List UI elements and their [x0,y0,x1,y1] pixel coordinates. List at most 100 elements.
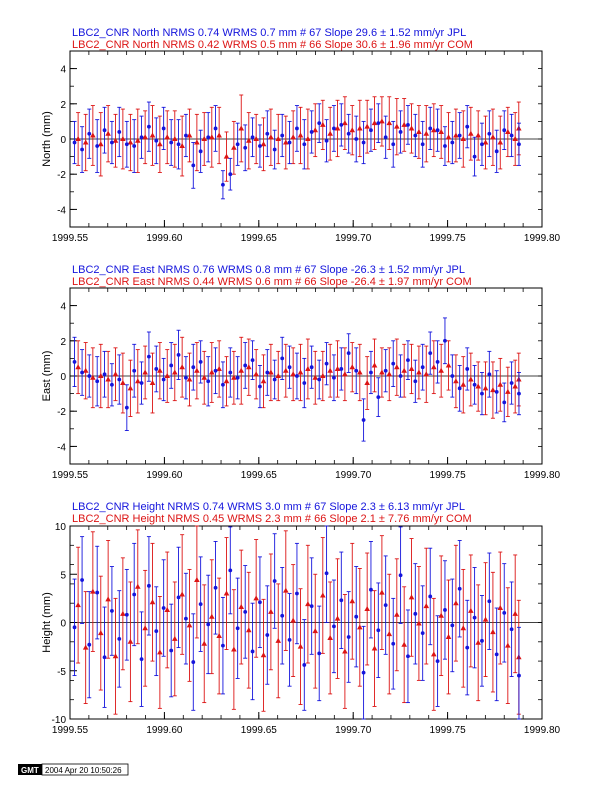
height-y-tick-label: -10 [52,715,67,726]
north-com-point [297,132,304,138]
north-jpl-point [391,142,396,147]
north-y-axis-label: North (mm) [41,111,53,167]
north-com-point [497,139,504,145]
north-jpl-point [139,135,144,140]
height-com-point [490,629,496,635]
east-com-point [179,364,185,370]
north-jpl-point [235,142,240,147]
height-com-point [105,596,111,602]
height-jpl-point [317,651,322,656]
height-jpl-point [339,598,344,603]
east-jpl-point [198,360,203,364]
east-com-point [253,371,259,377]
north-com-point [312,127,319,133]
height-com-point [394,611,400,617]
height-com-point [408,594,415,600]
east-jpl-point [413,379,418,384]
north-jpl-point [509,133,514,138]
north-x-tick-label: 1999.55 [52,233,89,244]
height-jpl-point [413,611,418,616]
height-jpl-point [191,660,196,664]
height-com-point [171,635,178,641]
east-jpl-point [176,352,181,357]
east-com-point [97,373,104,378]
north-y-tick-label: 0 [60,135,66,146]
east-jpl-point [235,375,240,380]
north-com-point [490,134,496,140]
height-jpl-point [95,590,100,595]
height-jpl-point [132,592,137,597]
east-com-point [379,369,385,375]
east-jpl-point [117,377,122,382]
north-jpl-point [502,128,507,133]
height-jpl-point [272,579,277,583]
north-com-point [416,128,422,134]
east-jpl-point [139,381,144,385]
height-com-point [112,653,119,659]
north-x-tick-label: 1999.65 [241,233,278,244]
height-com-point [179,591,185,597]
north-com-point [245,137,252,143]
east-com-point [260,378,267,384]
east-jpl-point [391,361,396,366]
height-jpl-point [480,638,484,643]
north-jpl-point [102,128,107,133]
east-jpl-point [154,367,159,371]
north-jpl-point [258,144,262,148]
north-com-point [512,136,518,141]
east-com-point [431,364,437,370]
north-jpl-point [443,144,447,148]
east-title-jpl: LBC2_CNR East NRMS 0.76 WRMS 0.8 mm # 67… [72,264,465,276]
north-jpl-point [287,140,292,145]
east-com-point [468,376,474,382]
height-jpl-point [472,615,477,620]
east-y-tick-label: 4 [60,302,66,313]
east-jpl-point [465,367,470,371]
height-com-point [497,605,504,611]
east-jpl-point [87,374,92,378]
east-x-tick-label: 1999.70 [335,470,372,481]
height-com-point [505,642,511,648]
height-jpl-point [184,616,188,621]
north-com-point [431,127,437,133]
east-com-point [216,365,222,371]
north-com-point [134,137,141,143]
east-panel: LBC2_CNR East NRMS 0.76 WRMS 0.8 mm # 67… [41,264,561,481]
height-jpl-point [465,645,470,650]
north-jpl-point [472,154,477,159]
east-com-point [320,373,326,378]
north-x-tick-label: 1999.80 [524,233,561,244]
height-jpl-point [332,624,336,629]
north-jpl-point [272,147,277,152]
east-jpl-point [354,368,359,373]
height-com-point [305,601,311,607]
east-jpl-point [450,374,455,378]
north-jpl-point [191,163,196,168]
east-jpl-point [369,370,373,375]
north-com-point [349,127,356,133]
height-com-point [431,651,437,657]
north-title-com: LBC2_CNR North NRMS 0.42 WRMS 0.5 mm # 6… [72,39,473,51]
height-jpl-point [450,623,455,628]
east-com-point [371,362,378,368]
north-jpl-point [406,123,410,127]
height-jpl-point [428,594,433,599]
east-com-point [460,381,467,387]
east-jpl-point [272,377,277,382]
height-jpl-point [420,631,425,636]
height-jpl-point [176,595,181,600]
north-com-point [238,125,245,131]
height-com-point [364,605,370,611]
east-com-point [201,374,208,380]
north-com-point [112,137,119,143]
gmt-logo-box [18,764,42,775]
north-jpl-point [206,135,211,140]
east-jpl-point [213,368,218,373]
east-jpl-point [169,363,174,368]
height-jpl-point [102,655,107,660]
height-jpl-point [324,571,329,576]
east-com-point [497,381,504,387]
east-com-point [171,369,178,375]
north-jpl-point [309,130,314,134]
north-title-jpl: LBC2_CNR North NRMS 0.74 WRMS 0.7 mm # 6… [72,27,466,39]
